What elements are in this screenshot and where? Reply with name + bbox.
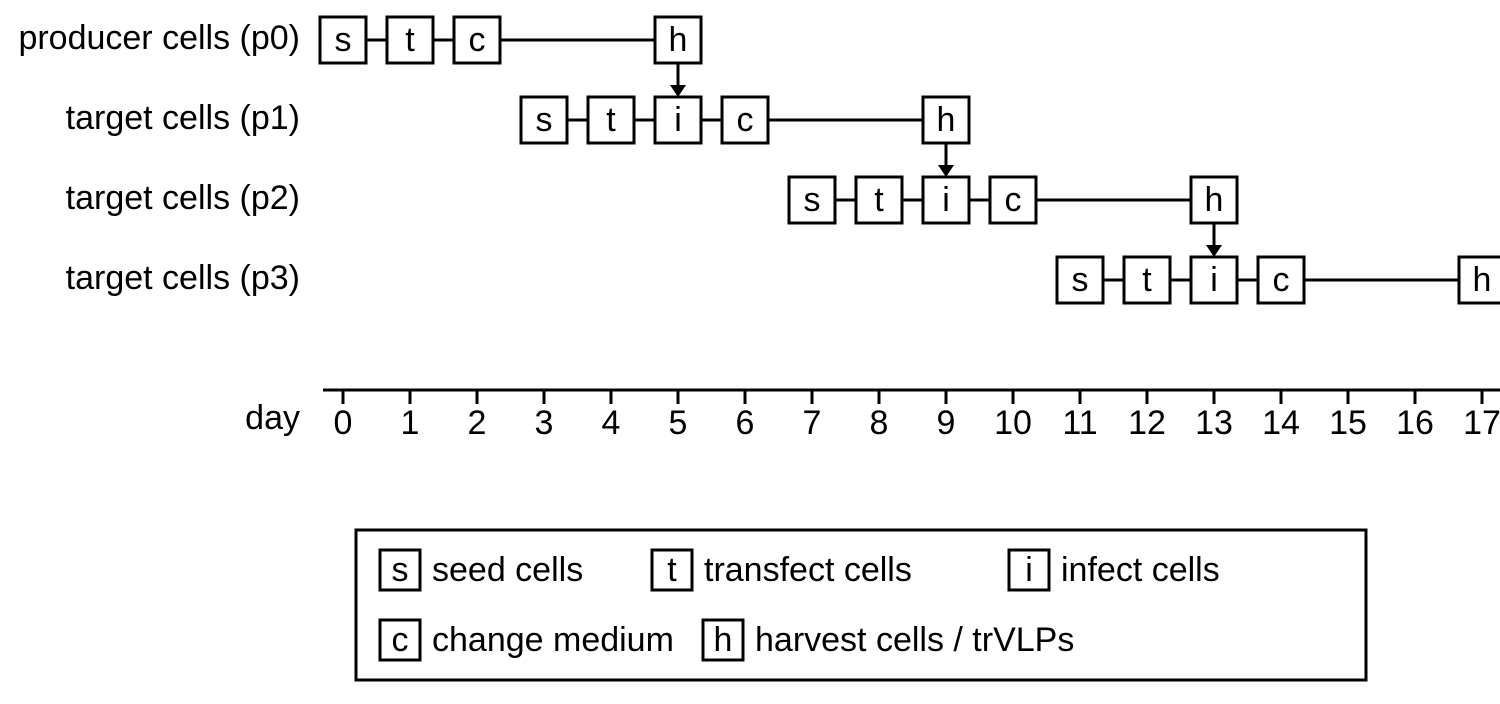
arrow-head (670, 85, 686, 97)
axis-tick-label: 6 (736, 404, 755, 442)
event-box-s-letter: s (804, 181, 821, 219)
row-label: target cells (p3) (66, 259, 300, 297)
legend-label: transfect cells (704, 551, 912, 589)
axis-tick-label: 9 (937, 404, 956, 442)
axis-tick-label: 5 (669, 404, 688, 442)
axis-tick-label: 13 (1195, 404, 1233, 442)
legend-box-s-letter: s (392, 551, 409, 589)
event-box-c-letter: c (1273, 261, 1290, 299)
legend-label: infect cells (1061, 551, 1220, 589)
event-box-t-letter: t (405, 21, 415, 59)
legend-label: change medium (432, 621, 674, 659)
event-box-t-letter: t (874, 181, 884, 219)
legend-label: seed cells (432, 551, 583, 589)
axis-tick-label: 3 (535, 404, 554, 442)
row-label: target cells (p1) (66, 99, 300, 137)
axis-tick-label: 8 (870, 404, 889, 442)
axis-tick-label: 7 (803, 404, 822, 442)
axis-title: day (245, 399, 300, 437)
legend-box-t-letter: t (667, 551, 677, 589)
event-box-c-letter: c (1005, 181, 1022, 219)
event-box-s-letter: s (536, 101, 553, 139)
row-label: target cells (p2) (66, 179, 300, 217)
axis-tick-label: 15 (1329, 404, 1367, 442)
event-box-h-letter: h (1473, 261, 1492, 299)
event-box-c-letter: c (737, 101, 754, 139)
legend-box-h-letter: h (714, 621, 733, 659)
arrow-head (938, 165, 954, 177)
axis-tick-label: 4 (602, 404, 621, 442)
event-box-h-letter: h (937, 101, 956, 139)
axis-tick-label: 14 (1262, 404, 1300, 442)
axis-tick-label: 12 (1128, 404, 1166, 442)
axis-tick-label: 0 (334, 404, 353, 442)
event-box-c-letter: c (469, 21, 486, 59)
legend-label: harvest cells / trVLPs (755, 621, 1074, 659)
axis-tick-label: 10 (994, 404, 1032, 442)
axis-tick-label: 11 (1062, 404, 1097, 442)
event-box-i-letter: i (1210, 261, 1218, 299)
arrow-head (1206, 245, 1222, 257)
legend-box-c-letter: c (392, 621, 409, 659)
event-box-t-letter: t (1142, 261, 1152, 299)
event-box-i-letter: i (942, 181, 950, 219)
axis-tick-label: 1 (401, 404, 420, 442)
legend-box-i-letter: i (1025, 551, 1033, 589)
event-box-t-letter: t (606, 101, 616, 139)
event-box-s-letter: s (335, 21, 352, 59)
row-label: producer cells (p0) (18, 19, 300, 57)
axis-tick-label: 2 (468, 404, 487, 442)
event-box-h-letter: h (669, 21, 688, 59)
event-box-h-letter: h (1205, 181, 1224, 219)
event-box-i-letter: i (674, 101, 682, 139)
axis-tick-label: 16 (1396, 404, 1434, 442)
axis-tick-label: 17 (1463, 404, 1500, 442)
event-box-s-letter: s (1072, 261, 1089, 299)
